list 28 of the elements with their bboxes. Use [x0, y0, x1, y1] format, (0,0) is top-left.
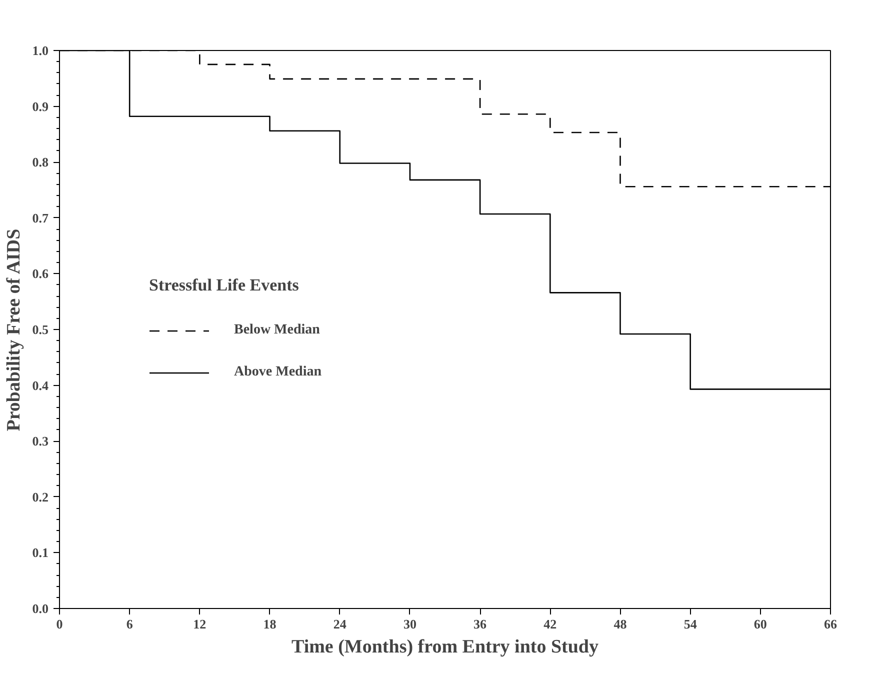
x-tick-label: 66: [824, 616, 838, 632]
y-tick-label: 0.3: [32, 434, 49, 449]
x-axis-title: Time (Months) from Entry into Study: [291, 636, 600, 658]
x-tick-label: 54: [684, 616, 698, 632]
y-tick-label: 0.7: [32, 210, 49, 226]
x-tick-label: 48: [614, 616, 628, 632]
legend-label: Above Median: [234, 364, 322, 380]
y-axis-title: Probability Free of AIDS: [3, 228, 24, 432]
y-tick-label: 0.0: [32, 601, 48, 616]
x-tick-label: 0: [56, 616, 63, 632]
x-tick-label: 12: [193, 616, 206, 632]
x-tick-label: 60: [754, 616, 767, 632]
y-tick-label: 0.1: [32, 545, 48, 560]
y-tick-label: 1.0: [32, 43, 48, 58]
y-tick-label: 0.9: [32, 98, 49, 114]
x-tick-label: 18: [263, 616, 277, 632]
y-tick-label: 0.6: [32, 266, 49, 282]
legend-label: Below Median: [234, 322, 320, 338]
x-tick-label: 6: [126, 616, 134, 632]
x-tick-label: 24: [333, 616, 347, 632]
y-tick-label: 0.2: [32, 489, 48, 504]
y-tick-label: 0.8: [32, 154, 49, 170]
y-tick-label: 0.5: [32, 322, 49, 337]
x-tick-label: 42: [544, 616, 557, 632]
x-tick-label: 30: [403, 616, 416, 632]
x-tick-label: 36: [474, 616, 488, 632]
legend-title: Stressful Life Events: [149, 276, 300, 296]
y-tick-label: 0.4: [32, 378, 49, 393]
